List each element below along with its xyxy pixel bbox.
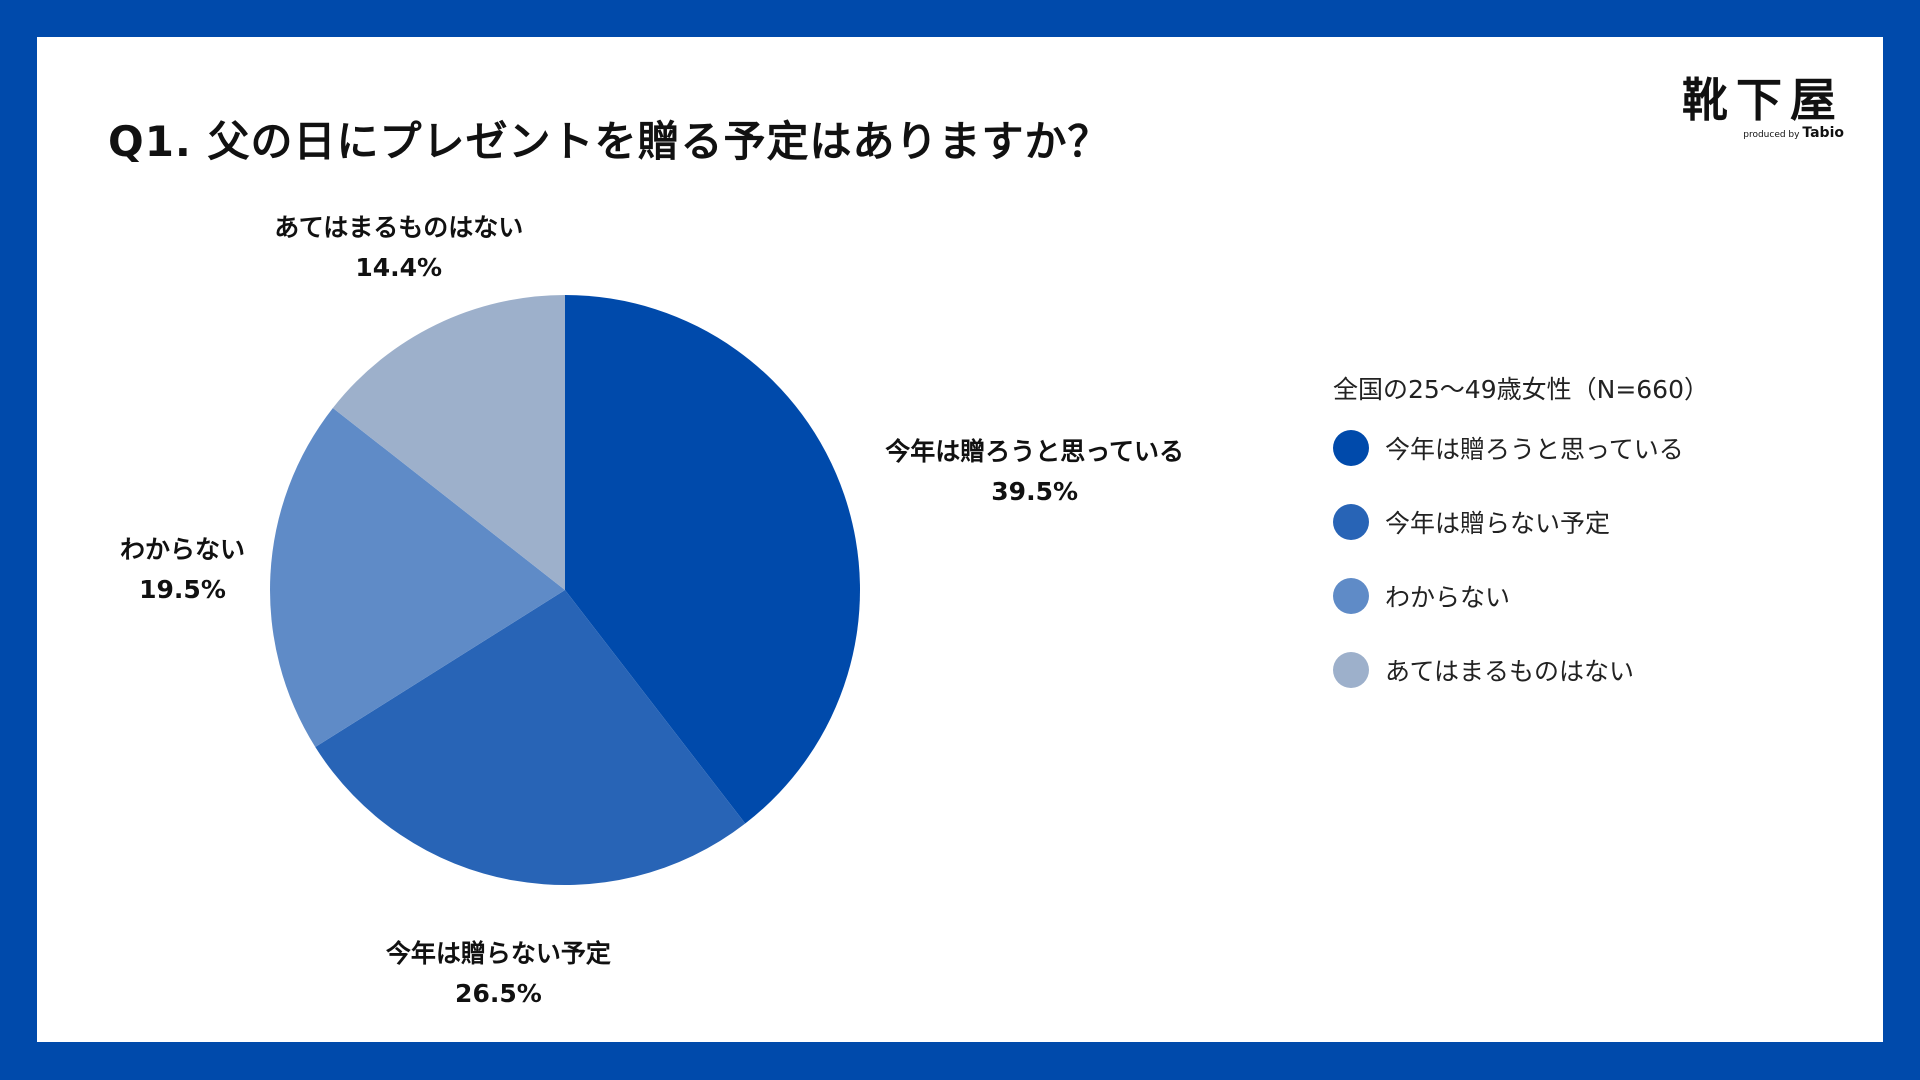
slice-label-name: 今年は贈ろうと思っている	[885, 437, 1185, 467]
logo-produced-by: produced by	[1743, 130, 1800, 140]
slice-label-value: 14.4%	[355, 253, 443, 283]
logo-tagline: produced by Tabio	[1682, 126, 1844, 142]
logo-brand: Tabio	[1802, 125, 1844, 141]
legend-items: 今年は贈ろうと思っている 今年は贈らない予定 わからないあてはまるものはない	[1333, 428, 1709, 690]
slice-label-value: 26.5%	[455, 979, 542, 1009]
pie-slice-2	[315, 590, 746, 886]
slice-label-name: あてはまるものはない	[274, 213, 524, 243]
slice-label-value: 19.5%	[139, 575, 226, 605]
legend-label: あてはまるものはない	[1385, 657, 1635, 686]
pie-slice-4	[332, 295, 565, 590]
legend-label: 今年は贈ろうと思っている	[1385, 435, 1684, 464]
legend-item-4: あてはまるものはない	[1333, 650, 1709, 690]
pie-slice-3	[270, 407, 565, 748]
legend-item-3: わからない	[1333, 576, 1709, 616]
legend: 全国の25〜49歳女性（N=660） 今年は贈ろうと思っている 今年は贈らない予定…	[1333, 370, 1709, 724]
legend-item-1: 今年は贈ろうと思っている	[1333, 428, 1709, 468]
legend-swatch	[1333, 430, 1369, 466]
legend-swatch	[1333, 504, 1369, 540]
slice-label-3: わからない 19.5%	[120, 530, 245, 610]
chart-title: Q1. 父の日にプレゼントを贈る予定はありますか？	[108, 117, 1111, 166]
brand-logo: 靴下屋 produced by Tabio	[1682, 74, 1844, 142]
slice-label-4: あてはまるものはない 14.4%	[274, 208, 523, 288]
slice-label-value: 39.5%	[991, 477, 1079, 507]
legend-swatch	[1333, 578, 1369, 614]
legend-swatch	[1333, 652, 1369, 688]
logo-wordmark: 靴下屋	[1682, 73, 1844, 127]
slice-label-1: 今年は贈ろうと思っている 39.5%	[885, 432, 1184, 512]
slice-label-name: 今年は贈らない予定	[385, 939, 611, 969]
legend-label: わからない	[1385, 583, 1511, 612]
slice-label-2: 今年は贈らない予定 26.5%	[386, 934, 611, 1014]
pie-slices	[270, 295, 860, 886]
pie-slice-1	[565, 295, 860, 824]
slice-label-name: わからない	[119, 535, 246, 565]
legend-title: 全国の25〜49歳女性（N=660）	[1333, 375, 1709, 404]
legend-item-2: 今年は贈らない予定	[1333, 502, 1709, 542]
legend-label: 今年は贈らない予定	[1385, 509, 1611, 538]
